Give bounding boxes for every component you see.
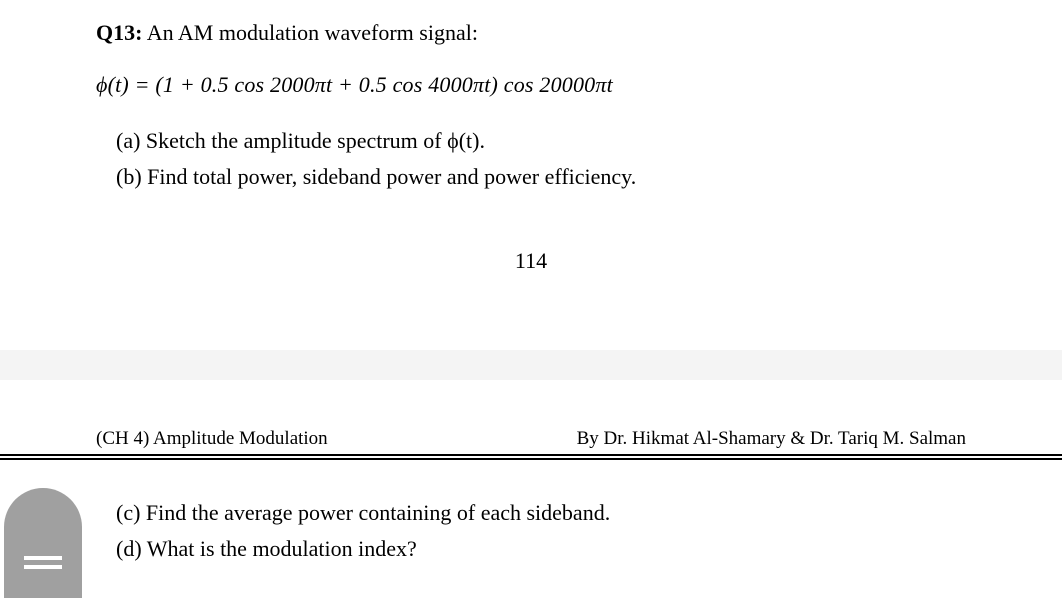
tab-bar-icon [24,565,62,569]
authors: By Dr. Hikmat Al-Shamary & Dr. Tariq M. … [577,428,966,450]
page-top-content: Q13: An AM modulation waveform signal: ϕ… [0,0,900,190]
part-b: (b) Find total power, sideband power and… [116,164,900,190]
parts-list-bottom: (c) Find the average power containing of… [116,500,610,572]
question-title: Q13: An AM modulation waveform signal: [96,20,900,46]
parts-list-top: (a) Sketch the amplitude spectrum of ϕ(t… [96,128,900,190]
part-c: (c) Find the average power containing of… [116,500,610,526]
tab-bar-icon [24,556,62,560]
part-a: (a) Sketch the amplitude spectrum of ϕ(t… [116,128,900,154]
page-number: 114 [0,248,1062,274]
scroll-tab[interactable] [4,488,82,598]
chapter-header: (CH 4) Amplitude Modulation By Dr. Hikma… [96,428,966,450]
double-rule [0,454,1062,460]
chapter-title: (CH 4) Amplitude Modulation [96,428,328,450]
question-prompt: An AM modulation waveform signal: [147,20,478,45]
part-d: (d) What is the modulation index? [116,536,610,562]
question-number: Q13: [96,20,142,45]
page-break-gap [0,350,1062,380]
equation: ϕ(t) = (1 + 0.5 cos 2000πt + 0.5 cos 400… [96,72,900,98]
